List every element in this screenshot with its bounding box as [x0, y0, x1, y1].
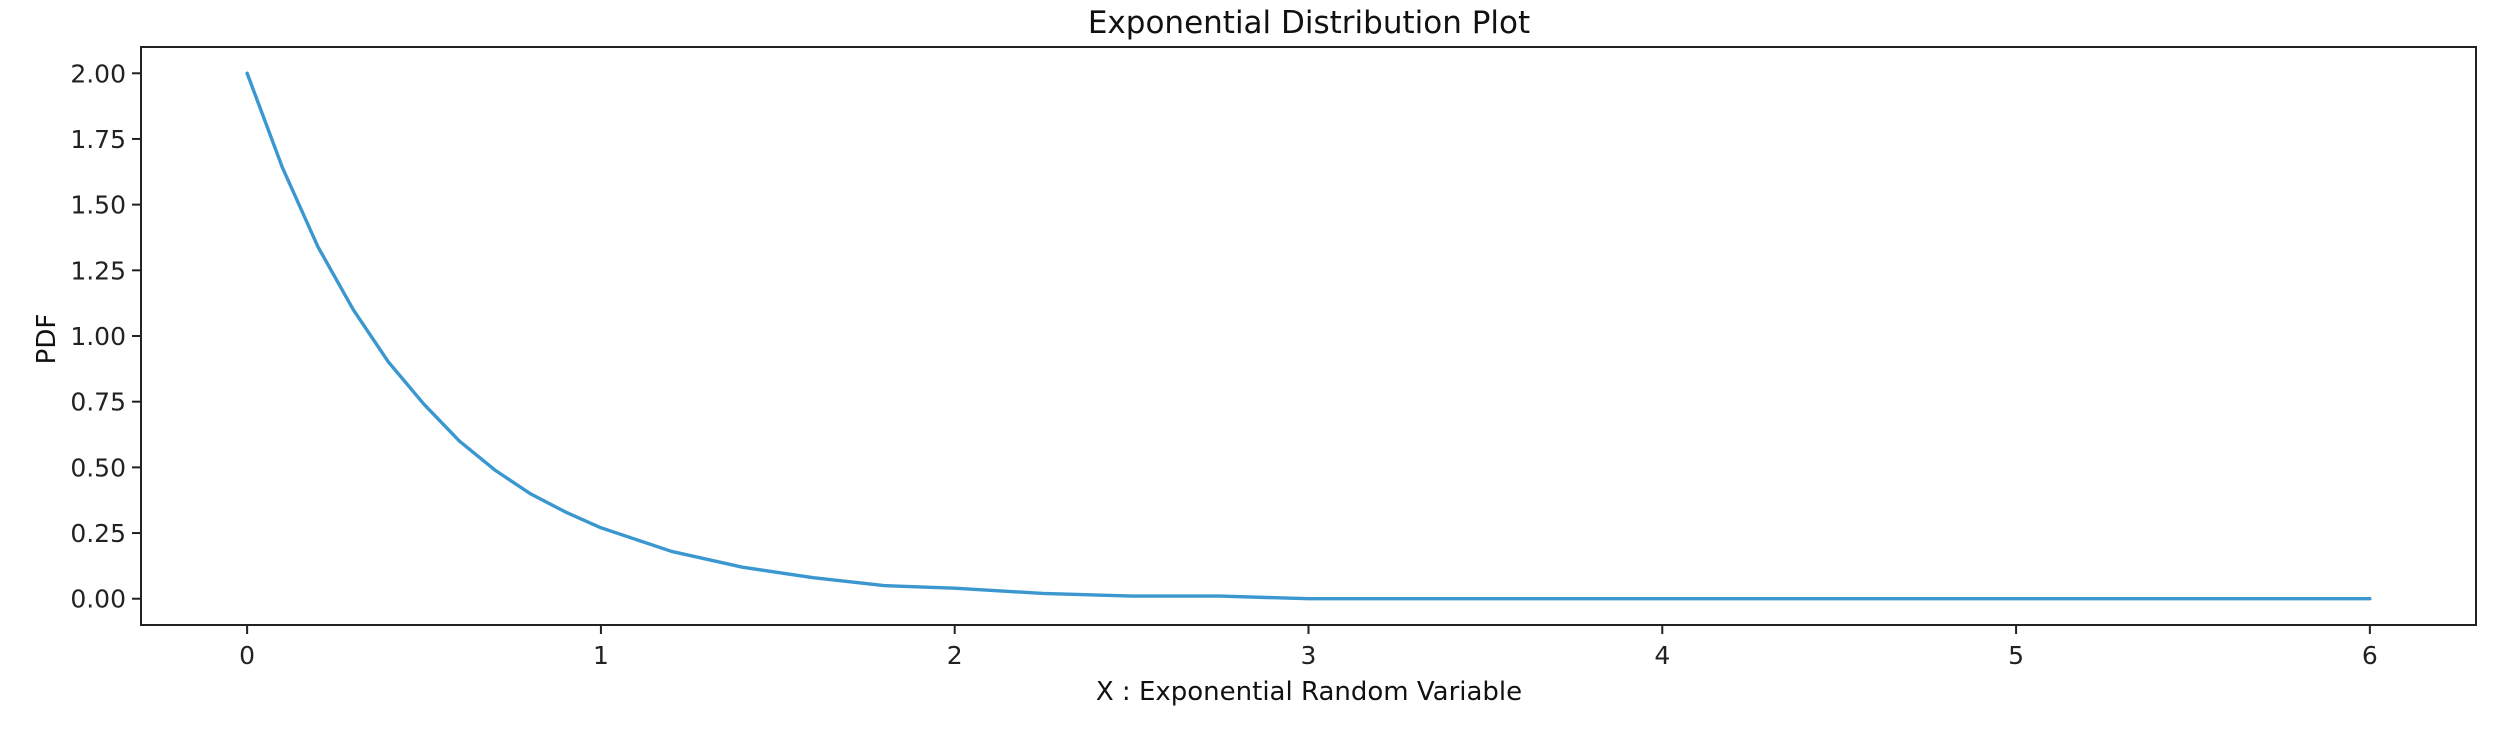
y-tick-label: 2.00 [70, 59, 126, 88]
series-layer [245, 71, 2372, 601]
x-axis-label: X : Exponential Random Variable [1096, 677, 1522, 707]
x-tick-label: 6 [2362, 641, 2378, 670]
y-tick-label: 0.25 [70, 519, 126, 548]
y-tick-label: 1.00 [70, 322, 126, 351]
pdf-curve [245, 71, 2372, 601]
x-axis-ticks: 0 1 2 3 4 5 6 [239, 625, 2378, 670]
y-tick-label: 0.00 [70, 585, 126, 614]
chart-title: Exponential Distribution Plot [1088, 5, 1530, 41]
plot-area [140, 46, 2477, 626]
y-tick-label: 1.50 [70, 191, 126, 220]
x-tick-label: 4 [1654, 641, 1670, 670]
x-tick-label: 3 [1301, 641, 1317, 670]
x-tick-label: 0 [239, 641, 255, 670]
y-tick-label: 0.75 [70, 388, 126, 417]
y-axis-ticks: 0.00 0.25 0.50 0.75 1.00 1.25 1.50 1.75 2.00 [70, 59, 141, 614]
y-tick-label: 1.75 [70, 125, 126, 154]
y-tick-label: 1.25 [70, 256, 126, 285]
x-tick-label: 1 [593, 641, 609, 670]
x-tick-label: 5 [2008, 641, 2024, 670]
y-tick-label: 0.50 [70, 453, 126, 482]
x-tick-label: 2 [947, 641, 963, 670]
y-axis-label: PDF [32, 314, 62, 365]
